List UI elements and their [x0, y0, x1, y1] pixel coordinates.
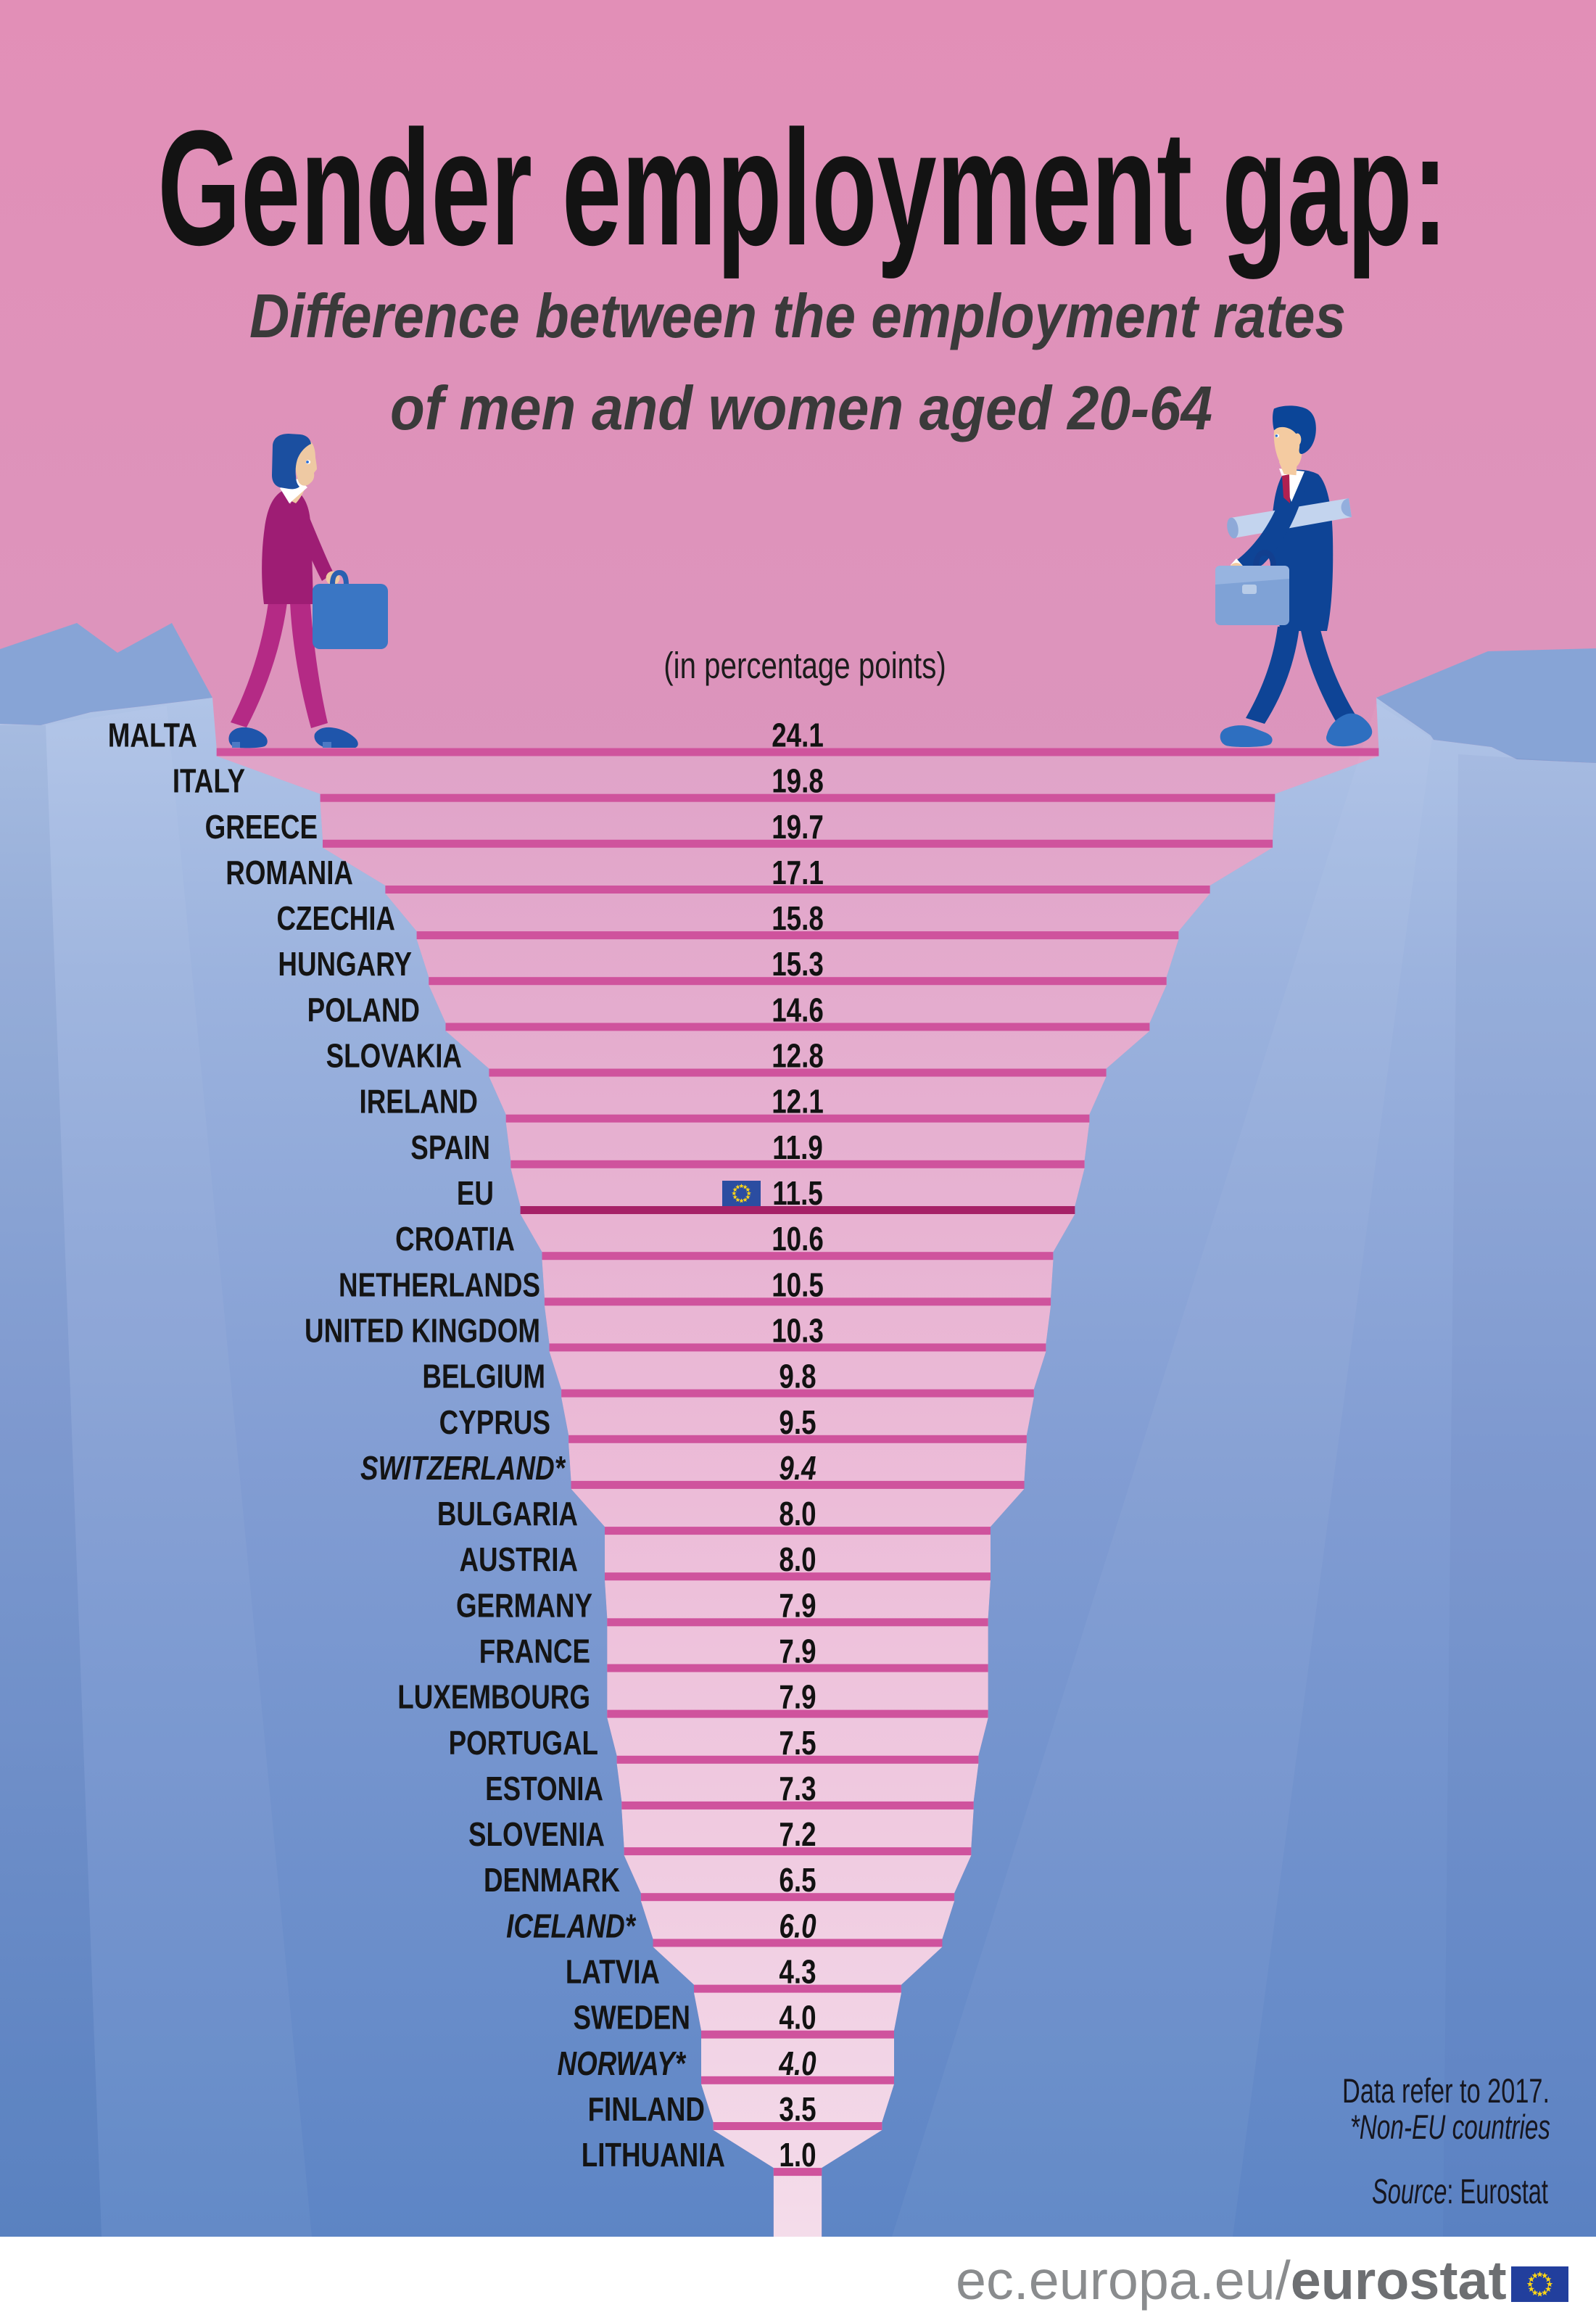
- svg-text:CYPRUS: CYPRUS: [439, 1403, 550, 1441]
- svg-text:6.0: 6.0: [779, 1907, 816, 1944]
- svg-text:Difference between the employm: Difference between the employment rates: [249, 282, 1346, 351]
- svg-text:CROATIA: CROATIA: [395, 1220, 515, 1258]
- svg-text:BULGARIA: BULGARIA: [437, 1495, 578, 1532]
- svg-text:AUSTRIA: AUSTRIA: [459, 1540, 578, 1578]
- svg-text:CZECHIA: CZECHIA: [276, 899, 395, 937]
- svg-text:NORWAY*: NORWAY*: [558, 2045, 687, 2082]
- svg-text:7.9: 7.9: [779, 1678, 816, 1716]
- svg-text:PORTUGAL: PORTUGAL: [449, 1724, 598, 1762]
- svg-text:10.3: 10.3: [772, 1311, 824, 1349]
- svg-text:7.9: 7.9: [779, 1633, 816, 1670]
- svg-text:SLOVAKIA: SLOVAKIA: [326, 1037, 462, 1075]
- svg-text:of men and women aged 20-64: of men and women aged 20-64: [390, 374, 1212, 443]
- svg-text:LITHUANIA: LITHUANIA: [582, 2136, 725, 2174]
- svg-text:6.5: 6.5: [779, 1861, 816, 1899]
- svg-text:7.2: 7.2: [779, 1815, 816, 1853]
- svg-text:Data refer to 2017.: Data refer to 2017.: [1342, 2072, 1550, 2110]
- svg-text:4.0: 4.0: [779, 1999, 816, 2037]
- svg-text:ESTONIA: ESTONIA: [485, 1770, 603, 1807]
- svg-text:10.5: 10.5: [772, 1266, 824, 1303]
- svg-text:Source: Eurostat: Source: Eurostat: [1372, 2172, 1549, 2211]
- svg-text:10.6: 10.6: [772, 1220, 824, 1258]
- svg-text:ITALY: ITALY: [173, 762, 245, 800]
- svg-text:HUNGARY: HUNGARY: [278, 945, 412, 983]
- svg-text:4.0: 4.0: [779, 2045, 816, 2082]
- svg-text:8.0: 8.0: [779, 1495, 816, 1532]
- svg-text:1.0: 1.0: [779, 2136, 816, 2174]
- svg-text:Gender employment gap:: Gender employment gap:: [157, 96, 1447, 279]
- svg-text:SWITZERLAND*: SWITZERLAND*: [360, 1449, 566, 1487]
- svg-text:EU: EU: [457, 1174, 494, 1212]
- svg-text:POLAND: POLAND: [307, 991, 420, 1028]
- svg-text:14.6: 14.6: [772, 991, 824, 1028]
- svg-text:SPAIN: SPAIN: [410, 1129, 490, 1166]
- svg-text:ec.europa.eu/eurostat: ec.europa.eu/eurostat: [956, 2250, 1507, 2311]
- svg-text:8.0: 8.0: [779, 1540, 816, 1578]
- svg-text:4.3: 4.3: [779, 1953, 816, 1991]
- svg-text:24.1: 24.1: [772, 717, 824, 754]
- svg-text:19.8: 19.8: [772, 762, 824, 800]
- svg-text:FRANCE: FRANCE: [479, 1633, 590, 1670]
- svg-text:UNITED KINGDOM: UNITED KINGDOM: [305, 1311, 540, 1349]
- svg-text:9.8: 9.8: [779, 1358, 816, 1395]
- svg-text:9.4: 9.4: [779, 1449, 816, 1487]
- svg-text:MALTA: MALTA: [108, 717, 197, 754]
- svg-text:7.3: 7.3: [779, 1770, 816, 1807]
- svg-text:FINLAND: FINLAND: [588, 2090, 705, 2128]
- svg-text:15.8: 15.8: [772, 899, 824, 937]
- svg-text:SLOVENIA: SLOVENIA: [468, 1815, 605, 1853]
- svg-text:LATVIA: LATVIA: [566, 1953, 660, 1991]
- svg-text:12.1: 12.1: [772, 1083, 824, 1121]
- svg-text:ICELAND*: ICELAND*: [506, 1907, 636, 1944]
- svg-text:11.5: 11.5: [772, 1174, 823, 1212]
- svg-text:3.5: 3.5: [779, 2090, 816, 2128]
- svg-text:12.8: 12.8: [772, 1037, 824, 1075]
- svg-text:*Non-EU countries: *Non-EU countries: [1350, 2108, 1550, 2146]
- svg-text:GERMANY: GERMANY: [456, 1586, 592, 1624]
- svg-text:LUXEMBOURG: LUXEMBOURG: [397, 1678, 590, 1716]
- svg-text:BELGIUM: BELGIUM: [422, 1358, 545, 1395]
- svg-text:9.5: 9.5: [779, 1403, 816, 1441]
- svg-text:SWEDEN: SWEDEN: [574, 1999, 690, 2037]
- svg-text:19.7: 19.7: [772, 808, 824, 846]
- svg-text:DENMARK: DENMARK: [484, 1861, 620, 1899]
- svg-text:17.1: 17.1: [772, 854, 824, 891]
- svg-text:(in percentage points): (in percentage points): [663, 644, 946, 686]
- svg-text:15.3: 15.3: [772, 945, 824, 983]
- svg-text:7.9: 7.9: [779, 1586, 816, 1624]
- svg-text:GREECE: GREECE: [205, 808, 318, 846]
- svg-text:7.5: 7.5: [779, 1724, 816, 1762]
- svg-text:IRELAND: IRELAND: [359, 1083, 478, 1121]
- svg-text:11.9: 11.9: [772, 1129, 823, 1166]
- svg-text:ROMANIA: ROMANIA: [226, 854, 353, 891]
- svg-text:NETHERLANDS: NETHERLANDS: [339, 1266, 540, 1303]
